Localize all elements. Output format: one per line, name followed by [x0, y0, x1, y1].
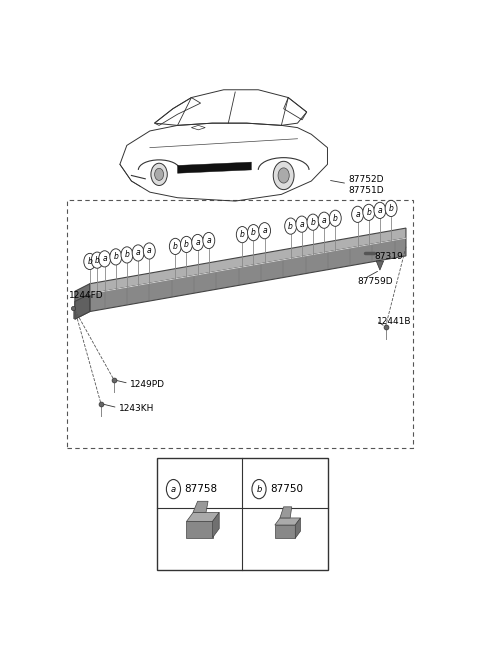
- Text: b: b: [311, 217, 315, 227]
- Polygon shape: [280, 507, 292, 518]
- Text: a: a: [300, 219, 304, 229]
- Circle shape: [374, 202, 386, 219]
- Text: b: b: [124, 250, 130, 260]
- Text: b: b: [173, 242, 178, 251]
- Text: b: b: [113, 252, 118, 261]
- Text: b: b: [87, 257, 92, 266]
- Polygon shape: [90, 228, 406, 294]
- Polygon shape: [75, 294, 90, 319]
- Text: a: a: [195, 238, 200, 247]
- Text: 12441B: 12441B: [377, 317, 411, 326]
- Circle shape: [151, 163, 168, 185]
- Text: a: a: [171, 485, 176, 493]
- Circle shape: [385, 200, 397, 217]
- Text: a: a: [102, 254, 107, 263]
- Text: 87758: 87758: [185, 484, 218, 494]
- Circle shape: [252, 480, 266, 499]
- Text: b: b: [366, 208, 371, 217]
- Text: b: b: [240, 230, 245, 239]
- Text: a: a: [355, 210, 360, 219]
- Text: b: b: [95, 256, 100, 265]
- Polygon shape: [275, 525, 295, 538]
- Text: b: b: [333, 214, 338, 223]
- Polygon shape: [295, 518, 300, 538]
- Polygon shape: [75, 284, 90, 319]
- Circle shape: [318, 212, 330, 229]
- Circle shape: [329, 210, 341, 227]
- Circle shape: [132, 245, 144, 261]
- Polygon shape: [90, 238, 406, 311]
- Circle shape: [121, 247, 133, 263]
- Text: b: b: [389, 204, 394, 213]
- Text: b: b: [251, 228, 256, 237]
- Text: 87750: 87750: [270, 484, 303, 494]
- Circle shape: [99, 251, 110, 267]
- Circle shape: [110, 249, 122, 265]
- Circle shape: [203, 233, 215, 248]
- Circle shape: [192, 235, 204, 250]
- Text: 87319: 87319: [374, 252, 403, 261]
- Circle shape: [236, 227, 248, 242]
- Text: a: a: [147, 246, 152, 256]
- Circle shape: [155, 168, 164, 181]
- Circle shape: [296, 216, 308, 232]
- Text: 1249PD: 1249PD: [130, 380, 165, 389]
- Circle shape: [91, 252, 103, 268]
- Circle shape: [248, 225, 259, 240]
- Circle shape: [169, 238, 181, 254]
- Text: a: a: [378, 206, 382, 215]
- Text: a: a: [136, 248, 141, 258]
- Polygon shape: [178, 162, 252, 173]
- Polygon shape: [186, 522, 213, 537]
- Polygon shape: [156, 459, 328, 570]
- Circle shape: [84, 254, 96, 269]
- Circle shape: [180, 237, 192, 252]
- Text: b: b: [256, 485, 262, 493]
- Circle shape: [259, 223, 271, 238]
- Circle shape: [352, 206, 363, 223]
- Polygon shape: [275, 518, 300, 525]
- Text: 87752D
87751D: 87752D 87751D: [348, 175, 384, 194]
- Polygon shape: [186, 512, 219, 522]
- Circle shape: [167, 480, 180, 499]
- Text: 1244FD: 1244FD: [69, 291, 104, 300]
- Circle shape: [278, 168, 289, 183]
- Text: a: a: [322, 215, 326, 225]
- Text: b: b: [184, 240, 189, 249]
- Circle shape: [363, 204, 375, 221]
- Text: b: b: [288, 221, 293, 231]
- Polygon shape: [213, 512, 219, 537]
- Circle shape: [273, 162, 294, 190]
- Circle shape: [285, 218, 297, 234]
- Polygon shape: [193, 501, 208, 512]
- Circle shape: [307, 214, 319, 231]
- Text: a: a: [262, 226, 267, 235]
- Polygon shape: [376, 261, 384, 270]
- Circle shape: [144, 243, 155, 259]
- Text: 87759D: 87759D: [358, 277, 393, 286]
- Text: 1243KH: 1243KH: [119, 404, 154, 413]
- Text: a: a: [206, 236, 211, 245]
